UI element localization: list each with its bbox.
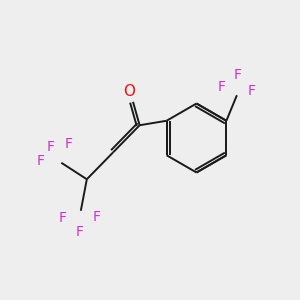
Text: F: F <box>248 84 256 98</box>
Text: F: F <box>217 80 225 94</box>
Text: F: F <box>65 137 73 151</box>
Text: F: F <box>37 154 45 168</box>
Text: F: F <box>47 140 55 154</box>
Text: F: F <box>233 68 242 82</box>
Text: O: O <box>123 83 135 98</box>
Text: F: F <box>92 210 101 224</box>
Text: F: F <box>58 211 66 225</box>
Text: F: F <box>75 225 83 239</box>
